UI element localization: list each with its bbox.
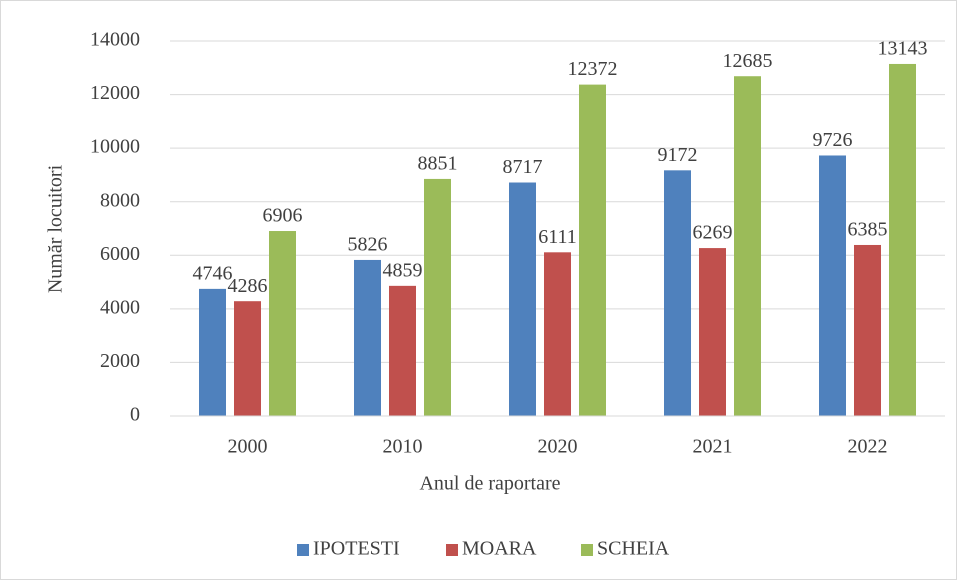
y-tick-label: 6000: [100, 243, 140, 265]
bar: [424, 178, 451, 416]
legend-swatch: [297, 544, 309, 556]
bar: [889, 63, 916, 417]
bar: [234, 301, 261, 416]
y-tick-label: 10000: [90, 136, 140, 158]
bar: [699, 248, 726, 416]
legend-label: MOARA: [462, 538, 537, 560]
bar: [664, 170, 691, 416]
bar: [269, 231, 296, 416]
x-tick-label: 2022: [848, 436, 888, 458]
y-tick-label: 8000: [100, 189, 140, 211]
y-tick-label: 4000: [100, 296, 140, 318]
data-label: 12372: [568, 58, 618, 80]
x-tick-label: 2020: [538, 436, 578, 458]
bar: [509, 182, 536, 416]
data-label: 13143: [878, 38, 928, 60]
x-tick-label: 2000: [228, 436, 268, 458]
x-axis-label: Anul de raportare: [419, 473, 560, 495]
bar: [579, 84, 606, 416]
bar: [854, 244, 881, 416]
legend-label: SCHEIA: [597, 538, 670, 560]
data-label: 6111: [538, 226, 577, 248]
data-label: 9726: [813, 129, 853, 151]
data-label: 8851: [418, 153, 458, 175]
bar: [354, 259, 381, 416]
legend-swatch: [446, 544, 458, 556]
y-tick-label: 14000: [90, 29, 140, 51]
bar: [389, 285, 416, 416]
y-tick-label: 0: [130, 404, 140, 426]
x-tick-label: 2010: [383, 436, 423, 458]
data-label: 8717: [503, 156, 543, 178]
legend-label: IPOTESTI: [313, 538, 400, 560]
x-tick-label: 2021: [693, 436, 733, 458]
y-tick-label: 2000: [100, 350, 140, 372]
data-label: 4859: [383, 259, 423, 281]
legend-swatch: [581, 544, 593, 556]
data-label: 6385: [848, 219, 888, 241]
data-label: 6269: [693, 222, 733, 244]
y-axis-label: Număr locuitori: [45, 164, 67, 293]
bar: [734, 76, 761, 417]
bar: [819, 155, 846, 416]
y-tick-label: 12000: [90, 82, 140, 104]
data-label: 9172: [658, 144, 698, 166]
data-label: 4746: [193, 262, 233, 284]
data-label: 4286: [228, 275, 268, 297]
data-label: 6906: [263, 205, 303, 227]
data-label: 5826: [348, 234, 388, 256]
bar: [544, 252, 571, 416]
data-label: 12685: [723, 50, 773, 72]
bar: [199, 288, 226, 416]
